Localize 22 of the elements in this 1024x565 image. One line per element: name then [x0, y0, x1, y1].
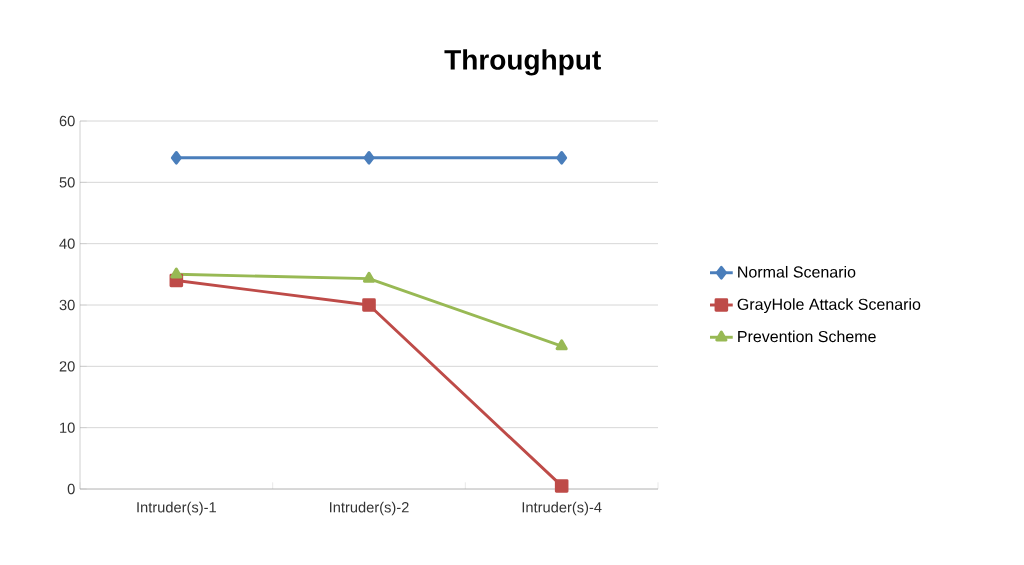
chart-title: Throughput [444, 49, 601, 76]
point [362, 271, 376, 283]
y-tick-label: 40 [59, 238, 75, 249]
legend-label: Normal Scenario [738, 265, 856, 278]
legend-label: Prevention Scheme [738, 330, 876, 343]
y-tick-label: 20 [59, 361, 75, 372]
y-tick-label: 0 [67, 483, 75, 495]
point [363, 151, 375, 165]
y-tick-label: 30 [59, 299, 75, 311]
point [555, 339, 568, 351]
legend-label: GrayHole Attack Scenario [737, 298, 921, 314]
y-tick-label: 10 [60, 422, 75, 433]
y-tick-label: 50 [59, 177, 75, 188]
point [170, 267, 183, 279]
point [556, 151, 568, 165]
point [170, 151, 182, 165]
point [362, 298, 376, 312]
y-tick-label: 60 [59, 115, 75, 127]
point [554, 479, 569, 493]
x-tick-label: Intruder(s)-2 [330, 501, 409, 516]
x-tick-label: Intruder(s)-4 [522, 501, 602, 516]
x-tick-label: Intruder(s)-1 [137, 501, 216, 516]
